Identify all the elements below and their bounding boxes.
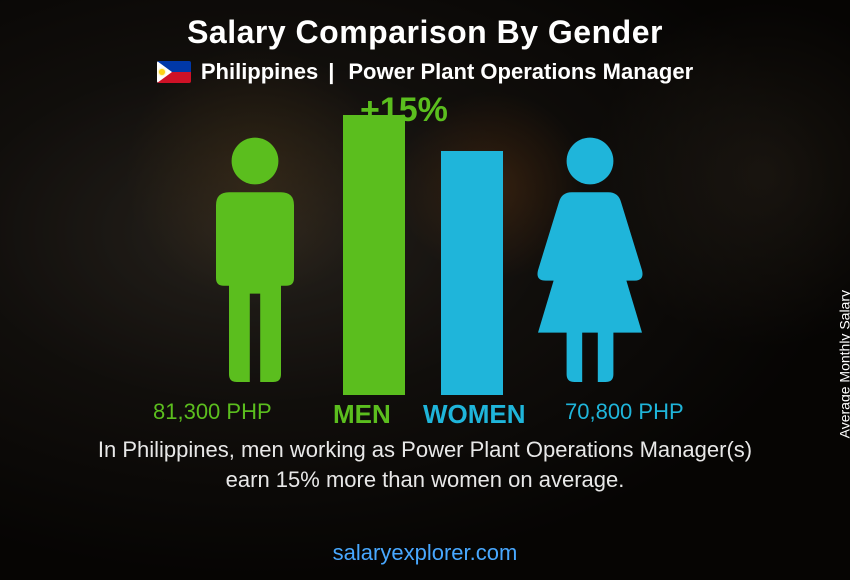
women-label: WOMEN: [423, 399, 526, 430]
bottom-labels: 81,300 PHP MEN WOMEN 70,800 PHP: [105, 399, 745, 429]
men-salary: 81,300 PHP: [153, 399, 272, 425]
country-label: Philippines: [201, 59, 318, 85]
y-axis-label: Average Monthly Salary: [836, 290, 850, 438]
female-figure-icon: [525, 135, 655, 395]
page-title: Salary Comparison By Gender: [0, 0, 850, 51]
women-salary: 70,800 PHP: [565, 399, 684, 425]
men-bar: [343, 115, 405, 395]
philippines-flag-icon: [157, 61, 191, 83]
women-bar: [441, 151, 503, 395]
description: In Philippines, men working as Power Pla…: [0, 435, 850, 494]
male-figure-icon: [190, 135, 320, 395]
job-title: Power Plant Operations Manager: [348, 59, 693, 85]
description-line-1: In Philippines, men working as Power Pla…: [98, 437, 752, 462]
subtitle-row: Philippines | Power Plant Operations Man…: [0, 59, 850, 85]
separator: |: [328, 59, 334, 85]
content-wrap: Salary Comparison By Gender Philippines …: [0, 0, 850, 580]
men-label: MEN: [333, 399, 391, 430]
site-link[interactable]: salaryexplorer.com: [0, 540, 850, 566]
comparison-viz: +15% 81,300 PHP MEN WOMEN 70,800 PHP: [105, 95, 745, 435]
description-line-2: earn 15% more than women on average.: [226, 467, 625, 492]
